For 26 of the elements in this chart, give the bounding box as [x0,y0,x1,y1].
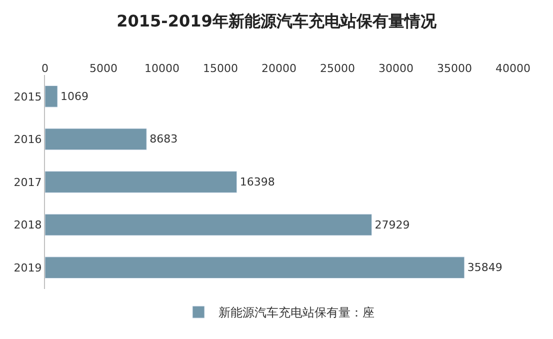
x-tick-label: 5000 [90,62,118,75]
bar [45,128,147,150]
x-tick-label: 10000 [144,62,180,75]
x-tick-label: 20000 [262,62,296,75]
y-tick-label: 2019 [14,261,42,274]
y-tick-label: 2018 [14,218,42,232]
bar [45,256,465,279]
legend-label: 新能源汽车充电站保有量：座 [218,306,374,320]
y-tick-label: 2017 [14,176,42,189]
bar [45,214,372,236]
x-tick-label: 35000 [437,62,472,75]
bar [45,85,58,108]
x-tick-label: 25000 [320,62,355,75]
chart-title: 2015-2019年新能源汽车充电站保有量情况 [116,11,438,30]
x-tick-label: 0 [42,62,48,75]
x-tick-label: 40000 [496,62,530,75]
x-tick-label: 15000 [203,62,238,75]
y-tick-label: 2015 [14,90,42,104]
data-label: 8683 [150,132,178,146]
data-label: 35849 [467,261,502,274]
bar [45,171,238,193]
x-tick-label: 30000 [378,62,414,75]
data-label: 16398 [240,176,275,188]
data-label: 27929 [374,218,410,232]
data-label: 1069 [60,90,89,103]
y-tick-label: 2016 [14,133,42,146]
